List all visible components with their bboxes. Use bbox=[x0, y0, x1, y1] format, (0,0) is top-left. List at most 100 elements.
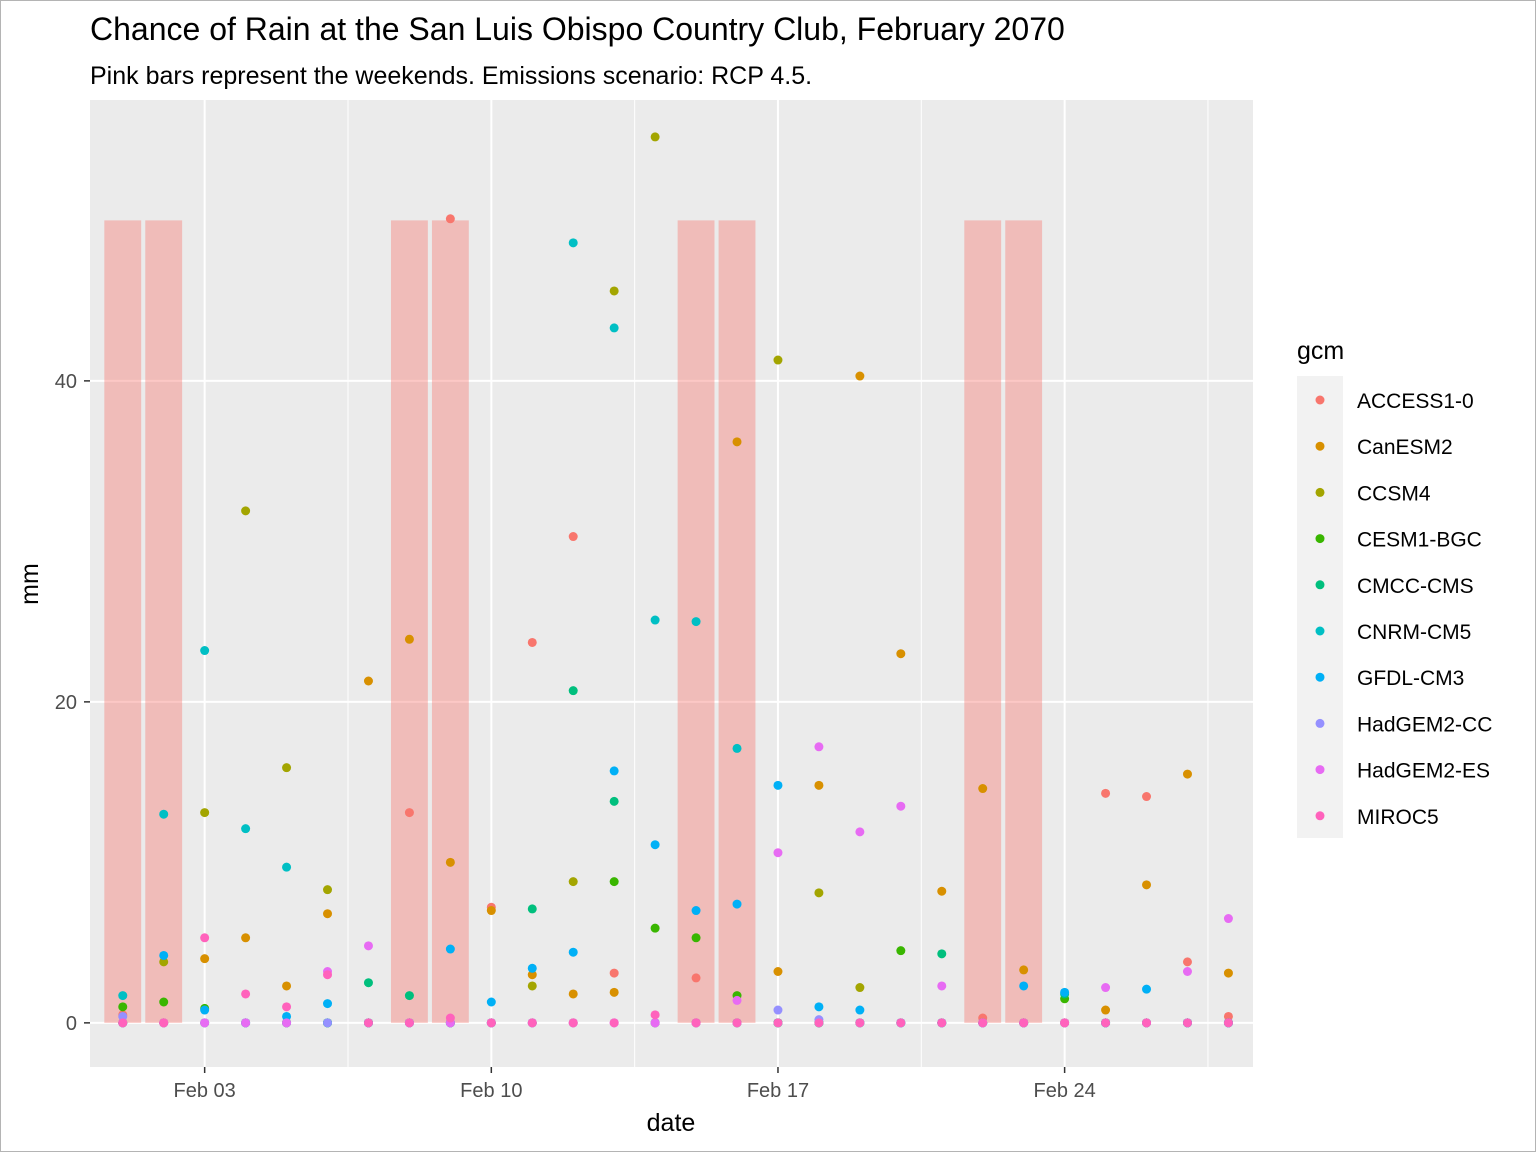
x-axis-title: date bbox=[647, 1109, 696, 1137]
data-point bbox=[159, 1018, 169, 1028]
data-point bbox=[363, 978, 373, 988]
data-point bbox=[896, 649, 906, 659]
data-point bbox=[855, 827, 865, 837]
data-point bbox=[937, 981, 947, 991]
data-point bbox=[773, 848, 783, 858]
data-point bbox=[363, 1018, 373, 1028]
data-point bbox=[527, 981, 537, 991]
data-point bbox=[978, 784, 988, 794]
plot-panel bbox=[90, 100, 1253, 1067]
data-point bbox=[282, 862, 292, 872]
data-point bbox=[404, 991, 414, 1001]
data-point bbox=[1019, 965, 1029, 975]
data-point bbox=[323, 1018, 333, 1028]
data-point bbox=[200, 954, 210, 964]
data-point bbox=[732, 743, 742, 753]
data-point bbox=[1223, 1011, 1233, 1021]
legend-label: GFDL-CM3 bbox=[1357, 667, 1464, 690]
data-point bbox=[527, 1018, 537, 1028]
data-point bbox=[609, 286, 619, 296]
data-point bbox=[445, 214, 455, 224]
data-point bbox=[323, 885, 333, 895]
data-point bbox=[1182, 769, 1192, 779]
data-point bbox=[1223, 1018, 1233, 1028]
legend-key bbox=[1315, 534, 1325, 544]
y-tick-label: 20 bbox=[55, 692, 77, 714]
chart-title: Chance of Rain at the San Luis Obispo Co… bbox=[90, 11, 1065, 47]
data-point bbox=[1060, 987, 1070, 997]
data-point bbox=[855, 983, 865, 993]
data-point bbox=[1019, 1018, 1029, 1028]
data-point bbox=[650, 923, 660, 933]
data-point bbox=[814, 780, 824, 790]
data-point bbox=[691, 933, 701, 943]
data-point bbox=[282, 1002, 292, 1012]
legend-label: CCSM4 bbox=[1357, 482, 1431, 505]
data-point bbox=[323, 999, 333, 1009]
weekend-bar bbox=[431, 220, 469, 1023]
data-point bbox=[363, 676, 373, 686]
x-tick-label: Feb 24 bbox=[1033, 1080, 1095, 1102]
legend-label: CESM1-BGC bbox=[1357, 529, 1482, 552]
y-axis-title: mm bbox=[16, 563, 44, 605]
data-point bbox=[937, 886, 947, 896]
legend-label: MIROC5 bbox=[1357, 806, 1439, 829]
legend-title: gcm bbox=[1297, 337, 1344, 365]
data-point bbox=[363, 941, 373, 951]
weekend-bar bbox=[104, 220, 142, 1023]
data-point bbox=[486, 997, 496, 1007]
data-point bbox=[527, 970, 537, 980]
data-point bbox=[445, 1013, 455, 1023]
data-point bbox=[568, 686, 578, 696]
data-point bbox=[282, 763, 292, 773]
data-point bbox=[1182, 957, 1192, 967]
data-point bbox=[691, 1018, 701, 1028]
data-point bbox=[1101, 788, 1111, 798]
data-point bbox=[404, 634, 414, 644]
data-point bbox=[445, 944, 455, 954]
data-point bbox=[568, 877, 578, 887]
weekend-bar bbox=[390, 220, 428, 1023]
legend-key bbox=[1315, 487, 1325, 497]
data-point bbox=[1182, 1018, 1192, 1028]
data-point bbox=[691, 617, 701, 627]
weekend-bar bbox=[964, 220, 1002, 1023]
legend-label: CNRM-CM5 bbox=[1357, 621, 1471, 644]
legend-label: HadGEM2-CC bbox=[1357, 713, 1492, 736]
legend-key bbox=[1315, 626, 1325, 636]
data-point bbox=[1223, 914, 1233, 924]
data-point bbox=[118, 1002, 128, 1012]
data-point bbox=[282, 1011, 292, 1021]
data-point bbox=[241, 506, 251, 516]
data-point bbox=[1101, 1005, 1111, 1015]
data-point bbox=[896, 801, 906, 811]
y-tick-label: 40 bbox=[55, 371, 77, 393]
data-point bbox=[568, 238, 578, 248]
data-point bbox=[773, 780, 783, 790]
data-point bbox=[650, 1018, 660, 1028]
data-point bbox=[200, 646, 210, 656]
data-point bbox=[650, 840, 660, 850]
data-point bbox=[568, 532, 578, 542]
data-point bbox=[732, 899, 742, 909]
weekend-bars bbox=[104, 220, 1043, 1023]
data-point bbox=[282, 1018, 292, 1028]
data-point bbox=[978, 1018, 988, 1028]
weekend-bar bbox=[718, 220, 756, 1023]
legend-key bbox=[1315, 395, 1325, 405]
data-point bbox=[650, 132, 660, 142]
data-point bbox=[241, 824, 251, 834]
data-point bbox=[200, 1005, 210, 1015]
data-point bbox=[568, 1018, 578, 1028]
gridlines bbox=[90, 100, 1253, 1067]
data-point bbox=[814, 1018, 824, 1028]
data-point bbox=[445, 857, 455, 867]
legend-key bbox=[1315, 580, 1325, 590]
data-point bbox=[404, 1018, 414, 1028]
data-point bbox=[896, 946, 906, 956]
data-point bbox=[814, 888, 824, 898]
data-point bbox=[118, 991, 128, 1001]
data-point bbox=[609, 968, 619, 978]
data-point bbox=[814, 1002, 824, 1012]
data-point bbox=[814, 742, 824, 752]
